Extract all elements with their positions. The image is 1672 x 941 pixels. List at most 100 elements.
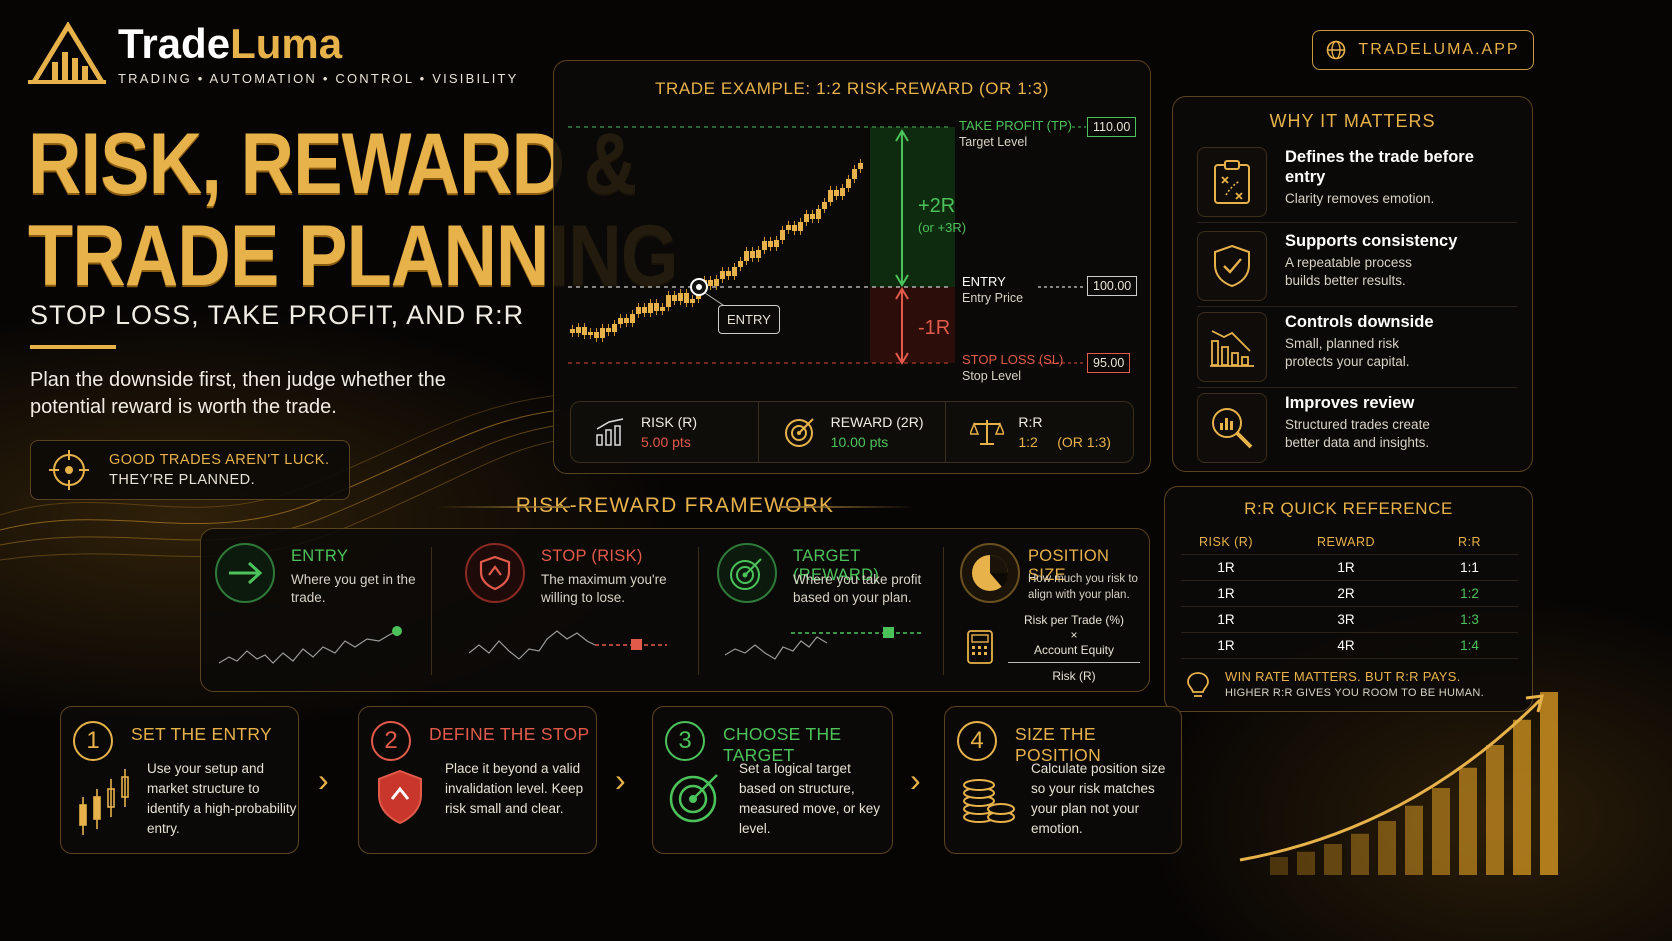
table-row: 1R 4R 1:4 (1181, 633, 1518, 659)
stop-sparkline (468, 630, 667, 660)
bar-chart-icon (596, 418, 624, 446)
step-arrow-icon: › (318, 762, 329, 798)
candle (792, 225, 797, 231)
framework-position-size: POSITION SIZE How much you risk to align… (946, 543, 1151, 683)
trade-example-panel: TRADE EXAMPLE: 1:2 RISK-REWARD (OR 1:3) … (553, 60, 1151, 474)
candle (594, 332, 599, 338)
target-icon (784, 418, 814, 447)
domain-text: TRADELUMA.APP (1358, 41, 1520, 58)
candle (570, 329, 575, 333)
candle (642, 307, 647, 313)
candle (750, 251, 755, 258)
position-size-formula: Risk per Trade (%) × Account Equity Risk… (1008, 613, 1140, 684)
candle (732, 267, 737, 276)
candle (786, 225, 791, 230)
candle (588, 332, 593, 335)
calculator-icon (967, 630, 993, 664)
domain-link[interactable]: TRADELUMA.APP (1312, 30, 1534, 70)
candle (858, 163, 863, 169)
coins-icon (963, 779, 1015, 823)
candle (780, 230, 785, 240)
table-row: 1R 1R 1:1 (1181, 555, 1518, 581)
shield-stop-icon (479, 555, 511, 591)
step-arrow-icon: › (615, 762, 626, 798)
reward-tag-alt: (or +3R) (918, 220, 967, 235)
candle (834, 190, 839, 196)
shield-icon (378, 769, 422, 825)
growth-bar (1270, 857, 1288, 875)
lightbulb-icon (1187, 672, 1209, 697)
growth-bars-decoration (1239, 692, 1558, 875)
candle (720, 271, 725, 279)
growth-bar (1324, 844, 1342, 875)
growth-bar (1459, 767, 1477, 875)
why-title: WHY IT MATTERS (1269, 111, 1436, 131)
quote-line2: THEY'RE PLANNED. (109, 472, 256, 488)
entry-label: ENTRY Entry Price (962, 274, 1024, 305)
pie-chart-icon (972, 555, 1009, 591)
candle (846, 179, 851, 188)
quote-box: GOOD TRADES AREN'T LUCK. THEY'RE PLANNED. (30, 440, 350, 500)
brand-name: TradeLuma (118, 19, 343, 67)
candle (654, 303, 659, 311)
risk-tag: -1R (918, 317, 951, 339)
candle (798, 222, 803, 231)
lead-text: Plan the downside first, then judge whet… (30, 369, 446, 418)
candle (666, 295, 671, 307)
step-arrow-icon: › (910, 762, 921, 798)
table-row: 1R 2R 1:2 (1181, 581, 1518, 607)
growth-bar (1540, 692, 1558, 875)
framework-title: RISK-REWARD FRAMEWORK (200, 494, 1150, 518)
quick-ref-table: RISK (R) REWARD R:R 1R 1R 1:1 1R 2R 1:2 1R 3R 1:… (1181, 529, 1518, 659)
stop-loss-label: STOP LOSS (SL) Stop Level (962, 352, 1064, 383)
candle (684, 293, 689, 303)
candle (690, 299, 695, 303)
globe-icon (1327, 40, 1346, 60)
candle (618, 318, 623, 324)
magnifier-chart-icon (1212, 408, 1253, 449)
candle (768, 241, 773, 247)
growth-bar (1297, 851, 1315, 875)
candle (726, 271, 731, 276)
target-icon (669, 774, 718, 823)
take-profit-label: TAKE PROFIT (TP) Target Level (959, 118, 1072, 149)
declining-bars-icon (1210, 330, 1254, 367)
why-item: Defines the trade before entry Clarity re… (1197, 147, 1517, 223)
candle (714, 279, 719, 286)
growth-bar (1513, 719, 1531, 875)
table-row: 1R 3R 1:3 (1181, 607, 1518, 633)
scale-icon (970, 420, 1005, 445)
candle (612, 324, 617, 332)
table-header-row: RISK (R) REWARD R:R (1181, 529, 1518, 555)
arrow-right-icon (229, 561, 263, 585)
framework-target: TARGET (REWARD) Where you take profit ba… (703, 543, 943, 679)
candle (840, 188, 845, 196)
why-it-matters-panel: WHY IT MATTERS Defines the trade before … (1172, 96, 1533, 472)
logo-icon (28, 22, 106, 84)
stat-risk: RISK (R) 5.00 pts (571, 402, 759, 462)
rr-quick-reference-panel: R:R QUICK REFERENCE RISK (R) REWARD R:R 1R… (1164, 486, 1533, 712)
why-item: Improves review Structured trades create … (1197, 393, 1517, 469)
candle (804, 214, 809, 222)
why-item: Controls downside Small, planned risk pro… (1197, 312, 1517, 388)
stop-loss-price: 95.00 (1087, 353, 1131, 373)
candle (576, 327, 581, 333)
framework-panel: ENTRY Where you get in the trade. STOP (… (200, 528, 1150, 692)
candle (606, 328, 611, 332)
candle (774, 240, 779, 247)
entry-price: 100.00 (1087, 276, 1138, 296)
brand-header: TradeLuma TRADING • AUTOMATION • CONTROL… (28, 22, 519, 86)
framework-entry: ENTRY Where you get in the trade. (201, 543, 431, 679)
entry-marker-label: ENTRY (718, 305, 780, 334)
candle (630, 314, 635, 323)
candle (810, 214, 815, 219)
candle (648, 303, 653, 313)
trade-stats-bar: RISK (R) 5.00 pts REWARD (2R) 10.00 pts R:… (570, 401, 1134, 463)
growth-bar (1351, 833, 1369, 875)
candle (828, 190, 833, 202)
candle (744, 251, 749, 261)
candle (582, 327, 587, 335)
brand-tagline: TRADING • AUTOMATION • CONTROL • VISIBIL… (118, 70, 519, 86)
stat-reward: REWARD (2R) 10.00 pts (759, 402, 947, 462)
candle (678, 293, 683, 301)
